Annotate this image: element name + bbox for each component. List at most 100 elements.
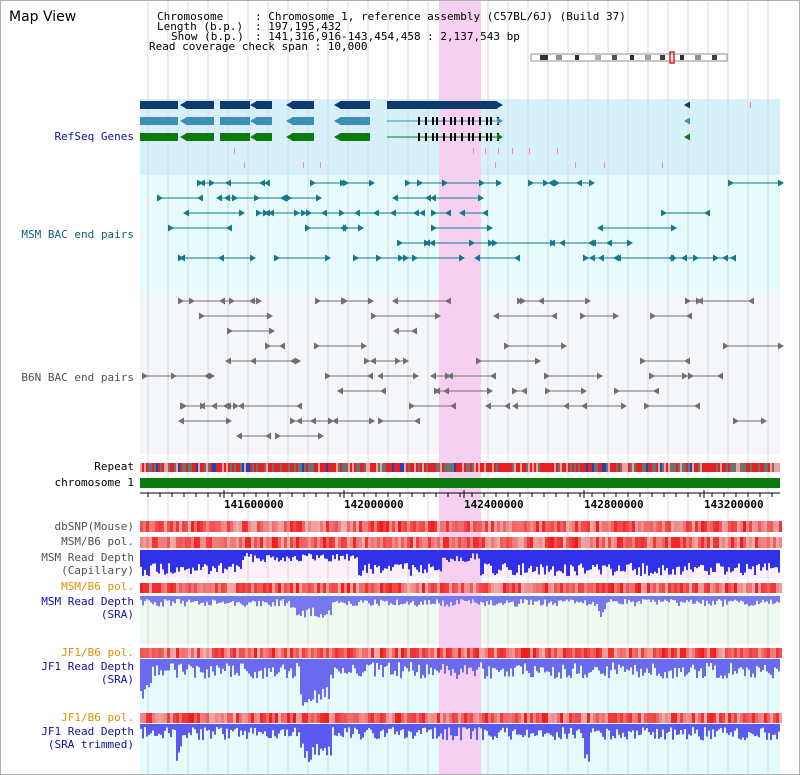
read-depth-bar: [336, 596, 338, 601]
polymorphism-cell: [617, 537, 620, 548]
read-depth-bar: [712, 724, 714, 730]
read-depth-bar: [454, 659, 456, 673]
polymorphism-cell: [260, 713, 263, 723]
polymorphism-cell: [458, 521, 461, 532]
read-depth-bar: [272, 550, 274, 557]
read-depth-bar: [296, 659, 298, 664]
read-depth-bar: [248, 659, 250, 674]
polymorphism-cell: [410, 583, 413, 593]
repeat-segment: [736, 463, 738, 472]
polymorphism-cell: [221, 648, 224, 658]
read-depth-bar: [368, 724, 370, 729]
polymorphism-cell: [518, 583, 521, 593]
polymorphism-cell: [656, 537, 659, 548]
read-depth-bar: [748, 659, 750, 670]
read-depth-bar: [480, 550, 482, 576]
read-depth-bar: [450, 659, 452, 676]
read-depth-bar: [654, 550, 656, 572]
polymorphism-cell: [230, 648, 233, 658]
polymorphism-cell: [263, 521, 266, 532]
polymorphism-cell: [611, 648, 614, 658]
show-range-value: : 141,316,916-143,454,458 : 2,137,543 bp: [255, 30, 520, 43]
polymorphism-cell: [485, 713, 488, 723]
read-depth-bar: [706, 659, 708, 664]
polymorphism-cell: [308, 537, 311, 548]
polymorphism-cell: [575, 648, 578, 658]
track-label-b6n-bac[interactable]: B6N BAC end pairs: [21, 371, 134, 384]
polymorphism-cell: [491, 521, 494, 532]
repeat-segment: [546, 463, 548, 472]
repeat-segment: [516, 463, 518, 472]
repeat-segment: [410, 463, 412, 472]
read-depth-bar: [546, 596, 548, 607]
polymorphism-cell: [377, 648, 380, 658]
read-depth-bar: [364, 724, 366, 733]
polymorphism-cell: [644, 537, 647, 548]
read-depth-bar: [590, 550, 592, 570]
read-depth-bar: [620, 659, 622, 668]
polymorphism-cell: [749, 521, 752, 532]
polymorphism-cell: [557, 713, 560, 723]
read-depth-bar: [248, 550, 250, 557]
track-label-jf1-b6-pol: JF1/B6 pol.: [61, 646, 134, 659]
polymorphism-cell: [638, 648, 641, 658]
read-depth-bar: [342, 550, 344, 556]
read-depth-bar: [650, 659, 652, 675]
read-depth-bar: [712, 596, 714, 601]
read-depth-bar: [440, 596, 442, 606]
read-depth-bar: [324, 596, 326, 616]
read-depth-bar: [600, 659, 602, 674]
repeat-segment: [590, 463, 592, 472]
read-depth-bar: [762, 724, 764, 728]
repeat-segment: [730, 463, 732, 472]
polymorphism-cell: [377, 713, 380, 723]
read-depth-bar: [472, 596, 474, 600]
gene-strand-arrow: [334, 117, 340, 125]
polymorphism-cell: [431, 537, 434, 548]
bac-end-arrow: [342, 297, 348, 305]
polymorphism-cell: [329, 583, 332, 593]
polymorphism-cell: [305, 648, 308, 658]
read-depth-bar: [326, 724, 328, 756]
polymorphism-cell: [752, 583, 755, 593]
read-depth-bar: [418, 724, 420, 731]
polymorphism-cell: [440, 713, 443, 723]
polymorphism-cell: [479, 583, 482, 593]
read-depth-bar: [716, 724, 718, 732]
read-depth-bar: [700, 596, 702, 604]
read-depth-bar: [144, 596, 146, 601]
polymorphism-cell: [155, 648, 158, 658]
read-depth-bar: [172, 550, 174, 574]
repeat-segment: [190, 463, 192, 472]
track-label-msm-depth-cap: MSM Read Depth: [41, 551, 134, 564]
track-label-msm-bac[interactable]: MSM BAC end pairs: [21, 228, 134, 241]
polymorphism-cell: [755, 537, 758, 548]
polymorphism-cell: [710, 648, 713, 658]
read-depth-bar: [390, 659, 392, 675]
read-depth-bar: [156, 550, 158, 572]
read-depth-bar: [516, 724, 518, 735]
read-depth-bar: [238, 724, 240, 737]
read-depth-bar: [636, 596, 638, 603]
gene-feature: [220, 133, 250, 141]
read-depth-bar: [562, 596, 564, 602]
read-depth-bar: [296, 596, 298, 616]
polymorphism-cell: [326, 713, 329, 723]
refseq-tick: [529, 148, 530, 154]
polymorphism-cell: [401, 521, 404, 532]
repeat-segment: [514, 463, 516, 472]
bac-end-arrow: [548, 179, 554, 187]
read-depth-bar: [726, 596, 728, 605]
read-depth-bar: [240, 724, 242, 731]
chromosome-bar: [140, 478, 780, 488]
polymorphism-cell: [767, 583, 770, 593]
read-depth-bar: [344, 724, 346, 729]
polymorphism-cell: [491, 583, 494, 593]
read-depth-bar: [726, 724, 728, 734]
polymorphism-cell: [425, 713, 428, 723]
track-label-refseq[interactable]: RefSeq Genes: [54, 130, 134, 143]
read-depth-bar: [532, 659, 534, 678]
polymorphism-cell: [560, 713, 563, 723]
read-depth-bar: [184, 659, 186, 675]
